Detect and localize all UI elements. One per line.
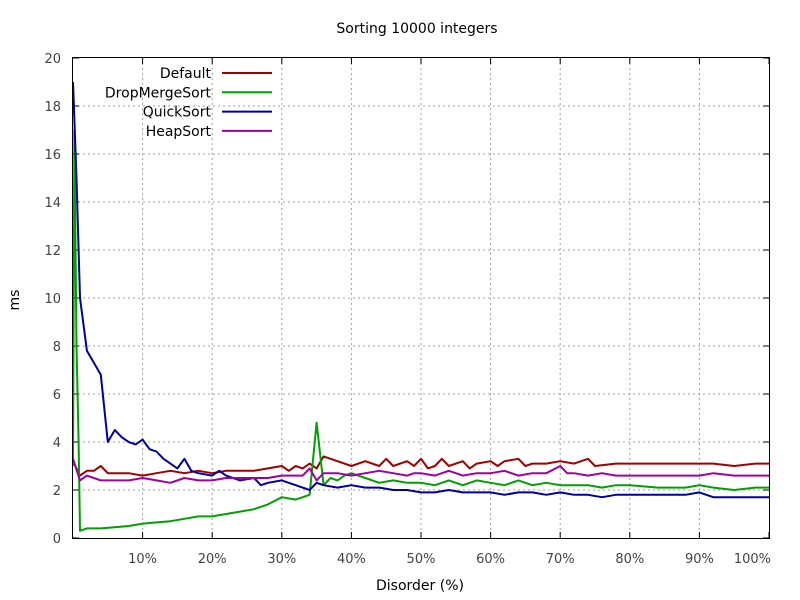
y-tick-label: 8 [53, 340, 61, 355]
legend-label-default: Default [160, 66, 212, 82]
x-tick-label: 50% [407, 552, 436, 567]
x-tick-label: 30% [267, 552, 296, 567]
y-tick-label: 12 [44, 244, 61, 259]
series-line-heapsort [72, 458, 769, 484]
legend-label-quicksort: QuickSort [143, 105, 212, 121]
x-tick-label: 80% [615, 552, 644, 567]
y-tick-label: 6 [53, 388, 61, 403]
grid [73, 58, 769, 538]
x-axis-ticks: 10% 20% 30% 40% 50% 60% 70% 80% 90% 100% [128, 58, 771, 567]
x-tick-label: 60% [476, 552, 505, 567]
x-axis-title: Disorder (%) [376, 578, 464, 594]
y-tick-label: 16 [44, 148, 61, 163]
series-line-default [72, 455, 769, 477]
chart-title: Sorting 10000 integers [336, 21, 497, 37]
x-tick-label: 40% [337, 552, 366, 567]
legend: Default DropMergeSort QuickSort HeapSort [105, 66, 272, 140]
y-axis-title: ms [7, 290, 23, 311]
series-lines [72, 81, 769, 532]
x-tick-label: 90% [685, 552, 714, 567]
legend-label-dropmergesort: DropMergeSort [105, 85, 212, 101]
x-tick-label: 100% [734, 552, 771, 567]
x-tick-label: 10% [128, 552, 157, 567]
x-tick-label: 70% [546, 552, 575, 567]
x-tick-label: 20% [198, 552, 227, 567]
y-tick-label: 0 [53, 532, 61, 547]
y-tick-label: 4 [53, 436, 61, 451]
y-tick-label: 2 [53, 484, 61, 499]
y-tick-label: 20 [44, 52, 61, 67]
y-tick-label: 10 [44, 292, 61, 307]
series-line-quicksort [72, 81, 769, 499]
legend-label-heapsort: HeapSort [146, 124, 212, 140]
y-tick-label: 18 [44, 100, 61, 115]
series-line-dropmergesort [72, 129, 769, 532]
plot-frame [72, 57, 770, 539]
y-tick-label: 14 [44, 196, 61, 211]
